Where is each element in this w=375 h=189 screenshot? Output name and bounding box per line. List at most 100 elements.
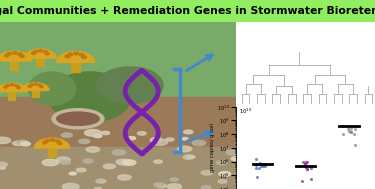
Ellipse shape xyxy=(45,139,49,142)
Ellipse shape xyxy=(30,84,33,86)
Point xyxy=(348,131,354,134)
Ellipse shape xyxy=(118,175,131,180)
Ellipse shape xyxy=(28,72,76,105)
Ellipse shape xyxy=(60,160,70,164)
Ellipse shape xyxy=(7,53,12,55)
Point xyxy=(340,132,346,135)
Ellipse shape xyxy=(182,138,188,140)
Ellipse shape xyxy=(62,183,79,189)
Ellipse shape xyxy=(167,184,182,189)
Text: $10^{10}$: $10^{10}$ xyxy=(239,107,252,116)
Point xyxy=(351,132,357,135)
Y-axis label: gene copies/ g soil: gene copies/ g soil xyxy=(210,123,215,172)
Point xyxy=(351,144,357,147)
Bar xyxy=(71,62,80,72)
Ellipse shape xyxy=(96,179,106,183)
Ellipse shape xyxy=(74,52,78,55)
Ellipse shape xyxy=(76,168,86,172)
Ellipse shape xyxy=(69,172,76,175)
Polygon shape xyxy=(34,138,69,148)
Bar xyxy=(0,147,236,189)
Ellipse shape xyxy=(20,55,24,57)
Point xyxy=(308,167,314,170)
Point xyxy=(303,160,309,163)
Ellipse shape xyxy=(44,51,47,53)
Ellipse shape xyxy=(82,56,86,59)
Polygon shape xyxy=(0,83,27,92)
Ellipse shape xyxy=(57,112,99,125)
Point xyxy=(304,167,310,170)
Ellipse shape xyxy=(94,187,102,189)
Ellipse shape xyxy=(184,130,193,134)
Ellipse shape xyxy=(13,52,17,54)
Ellipse shape xyxy=(187,155,195,158)
Ellipse shape xyxy=(201,186,211,189)
Ellipse shape xyxy=(154,183,164,187)
Ellipse shape xyxy=(112,150,126,155)
Ellipse shape xyxy=(150,138,162,142)
Point xyxy=(352,124,358,127)
Point xyxy=(348,131,354,134)
Ellipse shape xyxy=(65,55,70,58)
Ellipse shape xyxy=(0,162,8,167)
Ellipse shape xyxy=(154,160,162,163)
Point xyxy=(258,165,264,168)
Ellipse shape xyxy=(42,159,58,166)
Ellipse shape xyxy=(56,140,60,143)
Point xyxy=(260,164,266,167)
Ellipse shape xyxy=(4,54,9,57)
Ellipse shape xyxy=(79,139,90,144)
Ellipse shape xyxy=(122,160,136,165)
Ellipse shape xyxy=(17,140,28,144)
Ellipse shape xyxy=(104,164,116,169)
Ellipse shape xyxy=(34,83,38,85)
Ellipse shape xyxy=(17,87,20,89)
Bar xyxy=(36,58,44,66)
Point xyxy=(345,128,351,131)
Ellipse shape xyxy=(45,139,56,143)
Ellipse shape xyxy=(156,184,166,188)
Point xyxy=(260,163,266,166)
Polygon shape xyxy=(24,49,56,58)
Ellipse shape xyxy=(183,155,194,159)
Point xyxy=(299,179,305,182)
Ellipse shape xyxy=(84,130,101,136)
Point xyxy=(253,167,259,170)
Ellipse shape xyxy=(218,180,227,183)
Point xyxy=(302,163,308,166)
Ellipse shape xyxy=(226,150,239,155)
Ellipse shape xyxy=(151,139,168,145)
Ellipse shape xyxy=(93,134,102,138)
Bar xyxy=(8,92,15,100)
Ellipse shape xyxy=(80,53,84,56)
Bar xyxy=(0,97,236,147)
Ellipse shape xyxy=(101,131,109,135)
Ellipse shape xyxy=(6,84,9,87)
Ellipse shape xyxy=(52,109,104,129)
Point xyxy=(263,162,269,165)
Ellipse shape xyxy=(231,157,241,161)
Polygon shape xyxy=(22,83,49,91)
Point xyxy=(308,178,314,181)
Ellipse shape xyxy=(219,172,231,176)
Point xyxy=(302,161,308,164)
Ellipse shape xyxy=(48,72,131,122)
Ellipse shape xyxy=(38,84,42,86)
Ellipse shape xyxy=(97,67,163,104)
Bar xyxy=(32,91,39,98)
Ellipse shape xyxy=(170,178,178,181)
Ellipse shape xyxy=(51,139,55,141)
Text: Fungal Communities + Remediation Genes in Stormwater Bioretention: Fungal Communities + Remediation Genes i… xyxy=(0,6,375,16)
Ellipse shape xyxy=(4,86,7,88)
Point xyxy=(300,161,306,164)
Ellipse shape xyxy=(20,142,30,146)
Point xyxy=(352,128,358,131)
Bar xyxy=(0,22,236,97)
Point xyxy=(261,163,267,166)
Ellipse shape xyxy=(192,140,206,146)
Ellipse shape xyxy=(18,53,22,55)
Ellipse shape xyxy=(12,141,24,146)
Ellipse shape xyxy=(28,85,32,87)
Point xyxy=(254,162,260,165)
Ellipse shape xyxy=(201,170,213,175)
